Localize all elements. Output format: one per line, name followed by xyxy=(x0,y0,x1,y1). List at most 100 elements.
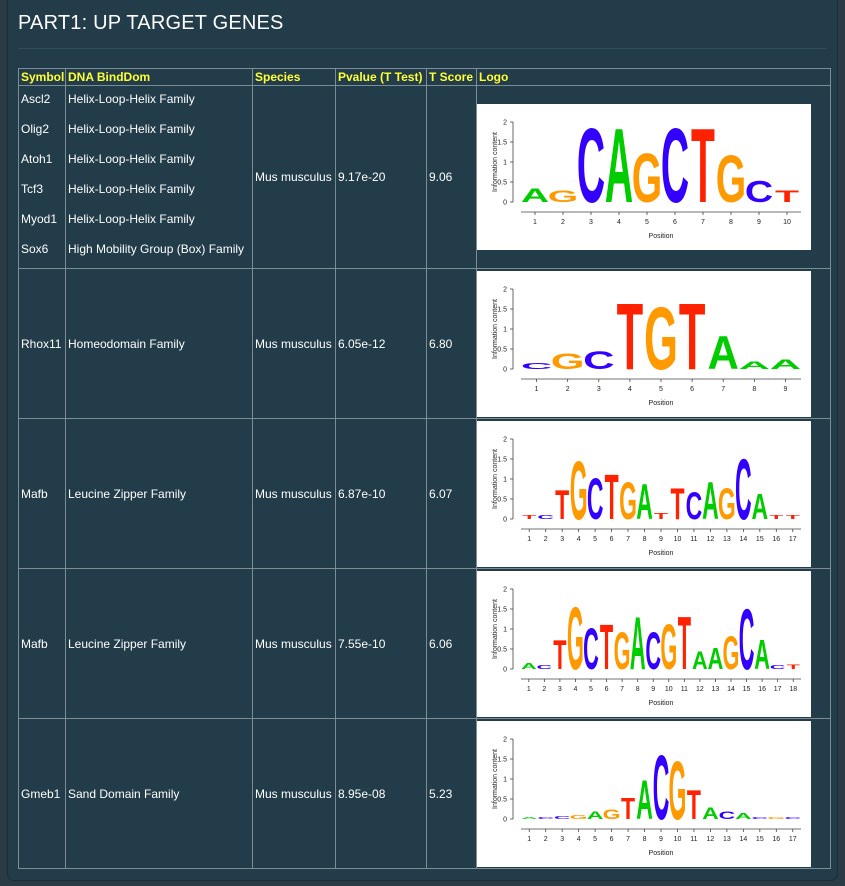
logo-letter: G xyxy=(718,480,736,529)
symbol-text: Olig2 xyxy=(21,122,50,136)
logo-x-tick-label: 8 xyxy=(729,219,733,226)
logo-x-tick-label: 3 xyxy=(558,686,562,693)
logo-letter: A xyxy=(735,811,752,821)
logo-letter: G xyxy=(716,142,746,216)
logo-x-tick-label: 12 xyxy=(707,836,715,843)
logo-x-tick-label: 8 xyxy=(643,836,647,843)
logo-x-tick-label: 7 xyxy=(701,219,705,226)
logo-x-tick-label: 13 xyxy=(723,536,731,543)
logo-x-tick-label: 18 xyxy=(789,686,797,693)
domain-cell: Leucine Zipper Family xyxy=(65,418,253,569)
logo-letter-glyph: T xyxy=(654,511,669,521)
logo-letter: G xyxy=(669,744,687,837)
logo-letter: A xyxy=(605,107,633,225)
logo-y-tick-label: 1 xyxy=(503,160,507,167)
logo-letter-glyph: T xyxy=(769,514,784,520)
logo-letter: A xyxy=(702,471,719,531)
logo-letter-glyph: A xyxy=(636,770,653,831)
pvalue-cell: 6.87e-10 xyxy=(335,418,427,569)
logo-x-tick-label: 4 xyxy=(573,686,577,693)
logo-x-tick-label: 15 xyxy=(756,536,764,543)
logo-x-tick-label: 11 xyxy=(681,686,688,693)
logo-x-tick-label: 1 xyxy=(527,686,531,693)
pvalue-cell: 8.95e-08 xyxy=(335,718,427,869)
logo-letter-glyph: A xyxy=(702,471,719,531)
logo-letter: G xyxy=(723,626,740,679)
logo-letter: C xyxy=(686,483,703,527)
table-row: Mafb Leucine Zipper Family Mus musculus … xyxy=(18,568,831,719)
logo-letter-glyph: A xyxy=(521,661,537,670)
domain-text: Helix-Loop-Helix Family xyxy=(68,122,195,136)
table-row: Rhox11 Homeodomain Family Mus musculus 6… xyxy=(18,268,831,419)
logo-letter: A xyxy=(708,326,739,379)
logo-letter-glyph: G xyxy=(660,612,677,683)
logo-x-tick-label: 14 xyxy=(739,536,747,543)
logo-letter: C xyxy=(739,592,755,688)
page-title: PART1: UP TARGET GENES xyxy=(18,12,284,34)
logo-x-tick-label: 11 xyxy=(690,836,697,843)
logo-x-tick-label: 9 xyxy=(659,536,663,543)
logo-letter: T xyxy=(522,514,537,520)
logo-letter-glyph: C xyxy=(583,617,599,682)
logo-letter-glyph: C xyxy=(752,816,769,819)
logo-letter-glyph: C xyxy=(536,664,552,670)
logo-y-tick-label: 1.5 xyxy=(497,306,507,313)
domain-text: Helix-Loop-Helix Family xyxy=(68,92,195,106)
logo-letter: C xyxy=(583,617,599,682)
logo-letter-glyph: C xyxy=(554,814,571,819)
symbol-cell: Mafb xyxy=(18,568,66,719)
logo-x-tick-label: 4 xyxy=(577,536,581,543)
logo-x-label: Position xyxy=(649,233,674,240)
logo-letter-glyph: A xyxy=(587,809,604,821)
domain-cell: Sand Domain Family xyxy=(65,718,253,869)
logo-x-tick-label: 9 xyxy=(783,386,787,393)
logo-letter-glyph: A xyxy=(770,356,801,371)
logo-x-tick-label: 8 xyxy=(636,686,640,693)
logo-letter: G xyxy=(603,807,621,822)
logo-letter-glyph: G xyxy=(614,620,631,680)
logo-letter-glyph: A xyxy=(739,358,771,371)
logo-x-tick-label: 1 xyxy=(527,536,531,543)
logo-y-tick-label: 0.5 xyxy=(497,496,507,503)
logo-x-tick-label: 14 xyxy=(727,686,735,693)
logo-letter: G xyxy=(570,444,588,537)
logo-letter: A xyxy=(752,487,769,526)
logo-x-label: Position xyxy=(649,700,674,707)
symbol-cell: Mafb xyxy=(18,418,66,569)
tscore-cell: 6.80 xyxy=(426,268,477,419)
logo-letter: C xyxy=(735,442,752,538)
logo-letter-glyph: T xyxy=(691,107,715,225)
logo-letter-glyph: C xyxy=(577,107,605,225)
logo-letter: G xyxy=(767,816,785,819)
logo-y-tick-label: 0 xyxy=(503,516,507,523)
tscore-cell: 5.23 xyxy=(426,718,477,869)
logo-letter: T xyxy=(787,663,801,670)
logo-x-tick-label: 7 xyxy=(626,836,630,843)
logo-x-tick-label: 4 xyxy=(577,836,581,843)
logo-x-tick-label: 16 xyxy=(772,836,780,843)
logo-letter-glyph: G xyxy=(567,587,584,687)
logo-letter-glyph: C xyxy=(583,346,614,374)
logo-letter-glyph: G xyxy=(603,807,621,822)
logo-letter: C xyxy=(653,738,670,840)
logo-x-tick-label: 5 xyxy=(659,386,663,393)
logo-x-tick-label: 4 xyxy=(628,386,632,393)
logo-letter-glyph: A xyxy=(521,816,538,819)
logo-y-tick-label: 1 xyxy=(503,476,507,483)
logo-letter: T xyxy=(621,791,635,825)
results-panel: PART1: UP TARGET GENES Symbol DNA BindDo… xyxy=(8,0,837,880)
logo-x-tick-label: 6 xyxy=(673,219,677,226)
logo-letter-glyph: T xyxy=(605,463,619,534)
logo-letter-glyph: A xyxy=(702,804,719,822)
logo-letter: C xyxy=(577,107,605,225)
logo-x-tick-label: 10 xyxy=(674,836,682,843)
logo-y-tick-label: 0 xyxy=(503,366,507,373)
logo-letter-glyph: C xyxy=(719,809,736,821)
logo-y-label: Information content xyxy=(492,298,499,358)
logo-letter: C xyxy=(752,816,769,819)
logo-letter: G xyxy=(632,139,662,217)
sequence-logo: Information content 2 1.5 1 0.5 0 1 2 3 4 5 6 7 8 9 10 P… xyxy=(477,104,811,250)
logo-x-tick-label: 3 xyxy=(560,836,564,843)
logo-letter: A xyxy=(754,632,770,678)
symbol-text: Tcf3 xyxy=(21,182,44,196)
